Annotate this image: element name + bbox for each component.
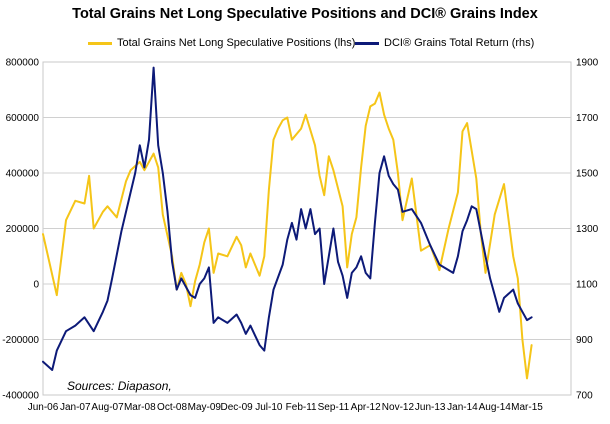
y-right-tick-label: 900 bbox=[576, 335, 593, 346]
x-tick-label: Mar-08 bbox=[124, 402, 156, 413]
y-left-tick-label: 800000 bbox=[6, 58, 40, 69]
x-tick-label: Nov-12 bbox=[382, 402, 415, 413]
x-tick-label: Aug-07 bbox=[91, 402, 124, 413]
legend-label-dci: DCI® Grains Total Return (rhs) bbox=[384, 37, 535, 49]
series-line-positions bbox=[42, 91, 533, 380]
x-tick-label: Oct-08 bbox=[157, 402, 187, 413]
x-tick-label: Apr-12 bbox=[351, 402, 381, 413]
chart-title: Total Grains Net Long Speculative Positi… bbox=[72, 6, 538, 22]
x-tick-label: Jul-10 bbox=[255, 402, 283, 413]
x-tick-label: May-09 bbox=[188, 402, 222, 413]
x-tick-label: Jan-07 bbox=[60, 402, 91, 413]
y-left-tick-label: -200000 bbox=[2, 335, 39, 346]
y-right-tick-label: 1300 bbox=[576, 224, 599, 235]
x-tick-label: Aug-14 bbox=[479, 402, 512, 413]
source-note: Sources: Diapason, bbox=[67, 379, 172, 393]
x-tick-label: Jun-13 bbox=[415, 402, 446, 413]
x-tick-label: Jun-06 bbox=[28, 402, 59, 413]
y-left-tick-label: 400000 bbox=[6, 169, 40, 180]
legend-swatch-positions bbox=[88, 41, 112, 45]
legend-item-dci: DCI® Grains Total Return (rhs) bbox=[355, 37, 534, 49]
x-tick-label: Mar-15 bbox=[511, 402, 543, 413]
x-tick-label: Sep-11 bbox=[318, 402, 350, 413]
y-right-tick-label: 1100 bbox=[576, 280, 598, 291]
y-left-tick-label: -400000 bbox=[2, 391, 39, 402]
gridlines bbox=[43, 117, 571, 340]
legend-item-positions: Total Grains Net Long Speculative Positi… bbox=[88, 37, 355, 49]
y-right-tick-label: 1500 bbox=[576, 169, 599, 180]
legend-label-positions: Total Grains Net Long Speculative Positi… bbox=[117, 37, 356, 49]
tick-labels: 800000 600000 400000 200000 0 -200000 -400000 1… bbox=[2, 58, 598, 414]
y-left-tick-label: 600000 bbox=[6, 113, 40, 124]
legend-swatch-dci bbox=[355, 41, 379, 45]
series-line-dci bbox=[42, 66, 533, 371]
y-right-tick-label: 700 bbox=[576, 391, 593, 402]
y-right-tick-label: 1900 bbox=[576, 58, 599, 69]
x-tick-label: Jan-14 bbox=[447, 402, 478, 413]
x-tick-label: Feb-11 bbox=[286, 402, 317, 413]
y-left-tick-label: 0 bbox=[33, 280, 39, 291]
series-group bbox=[42, 66, 533, 380]
x-tick-label: Dec-09 bbox=[220, 402, 253, 413]
y-right-tick-label: 1700 bbox=[576, 113, 599, 124]
y-left-tick-label: 200000 bbox=[6, 224, 40, 235]
